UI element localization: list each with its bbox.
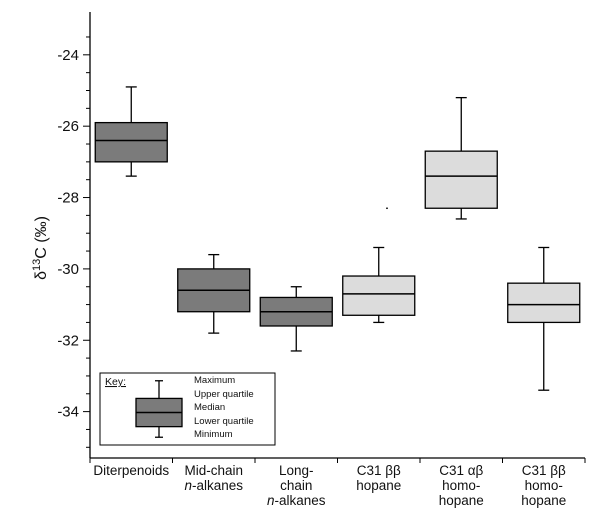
x-category-label-line: homo- (525, 478, 563, 493)
x-category-label-part: -alkanes (192, 478, 243, 493)
x-category-label: C31 αβ homo-hopane (439, 463, 484, 508)
series-6-box (507, 246, 581, 391)
series-3-box (259, 286, 333, 352)
series-4-iqr-box (342, 275, 416, 316)
x-category-label: Long-chain n-alkanes (267, 463, 326, 508)
y-tick-label: -30 (57, 261, 79, 278)
x-category-label-line: Diterpenoids (93, 463, 169, 478)
key-item-label: Maximum (194, 375, 235, 386)
x-category-label-part: -alkanes (274, 493, 325, 508)
y-tick-label: -24 (57, 47, 79, 64)
key-title: Key: (105, 376, 126, 388)
x-category-label-line: n (267, 493, 275, 508)
x-category-label-line: C31 ββ (357, 463, 401, 478)
y-axis-label: δ13C (‰) (31, 216, 50, 280)
y-axis-label-base: δ (33, 271, 50, 280)
series-5-iqr-box (424, 150, 498, 209)
y-tick-label: -34 (57, 404, 79, 421)
x-category-label: Diterpenoids (93, 463, 169, 478)
stray-point (386, 207, 388, 210)
y-tick-label: -32 (57, 332, 79, 349)
x-category-label-line: chain (280, 478, 312, 493)
y-axis-label-superscript: 13 (31, 259, 43, 271)
series-1-box (94, 86, 168, 177)
x-category-label-line: n (184, 478, 192, 493)
x-category-label-line: Long- (279, 463, 314, 478)
series-1-iqr-box (94, 121, 168, 163)
key-item-label: Minimum (194, 429, 233, 440)
x-category-label: C31 ββ hopane (356, 463, 401, 493)
x-axis: Diterpenoids Mid-chain n-alkanesLong-chain… (89, 457, 586, 508)
key-frame (99, 372, 276, 446)
x-category-label: Mid-chain n-alkanes (184, 463, 243, 493)
key-box (135, 380, 183, 438)
series-2-box (177, 253, 251, 334)
x-category-label-line: hopane (439, 493, 484, 508)
key-item-label: Lower quartile (194, 416, 254, 427)
x-category-label-line: C31 αβ (439, 463, 483, 478)
x-category-label-line: homo- (442, 478, 480, 493)
key-item-label: Median (194, 402, 225, 413)
x-category-label-line: C31 ββ (522, 463, 566, 478)
series-4-box (342, 246, 416, 324)
y-axis: -24 -26 -28 -30 -32 -34 (57, 12, 91, 458)
y-tick-label: -28 (57, 190, 79, 207)
series-5-box (424, 96, 498, 220)
x-category-label-line: Mid-chain (184, 463, 243, 478)
x-category-label-line: hopane (521, 493, 566, 508)
key-item-label: Upper quartile (194, 389, 254, 400)
y-axis-label-rest: C (‰) (33, 216, 50, 259)
x-category-label-line: hopane (356, 478, 401, 493)
x-category-label: C31 ββ homo-hopane (521, 463, 566, 508)
box-series (94, 86, 581, 391)
series-6-iqr-box (507, 282, 581, 324)
y-tick-label: -26 (57, 118, 79, 135)
key-legend: Key: Maximum Upper quartile Median Lower qua… (99, 372, 276, 446)
